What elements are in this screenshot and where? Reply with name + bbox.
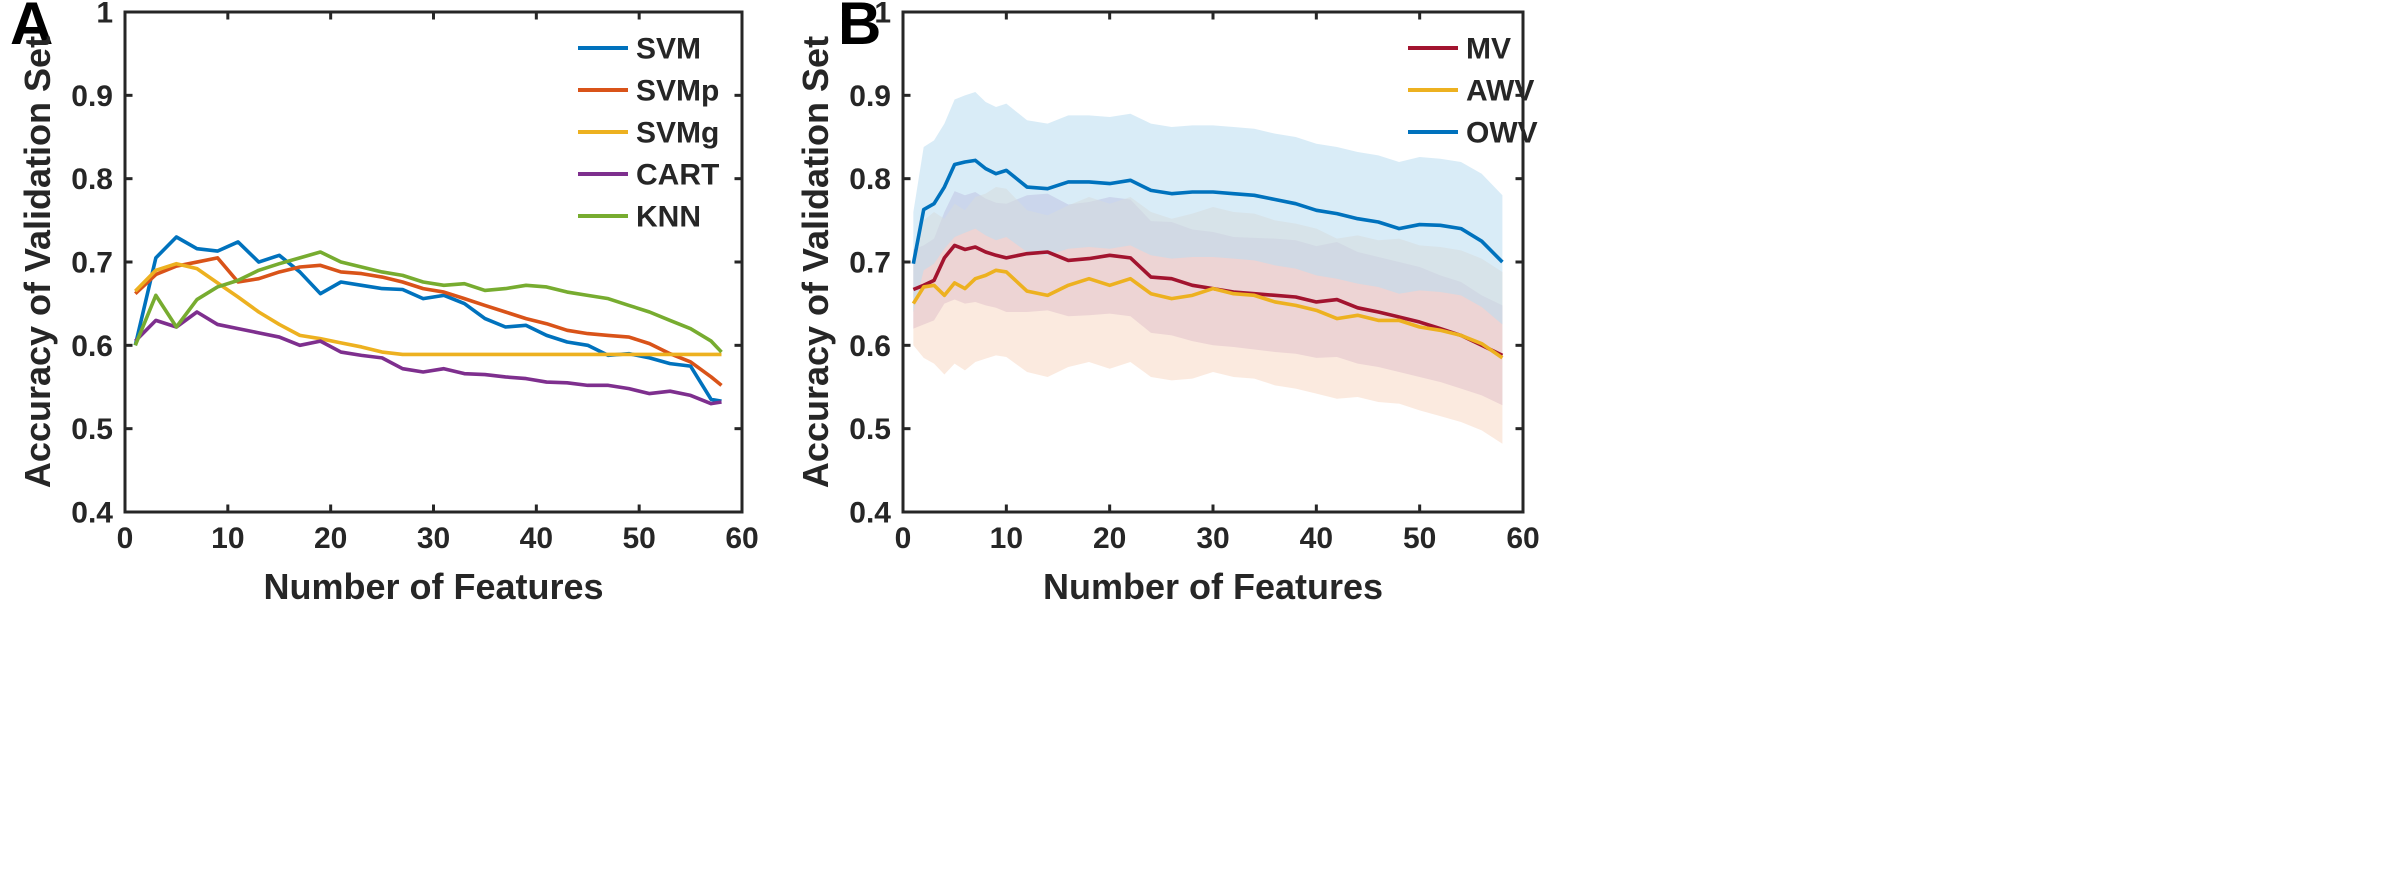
y-tick-label: 0.7: [849, 247, 891, 280]
legend-label-owv: OWV: [1466, 117, 1538, 150]
series-line-owv: [911, 158, 1504, 265]
plot-area: [911, 91, 1504, 444]
y-axis-label: Accuracy of Validation Set: [795, 36, 836, 488]
legend-label-svmp: SVMp: [636, 75, 719, 108]
y-tick-label: 0.6: [849, 330, 891, 363]
y-tick-label: 0.9: [849, 80, 891, 113]
legend-label-knn: KNN: [636, 201, 701, 234]
series-line-awv: [911, 268, 1504, 360]
x-tick-label: 60: [725, 522, 758, 555]
series-line-cart: [134, 310, 722, 406]
y-tick-label: 1: [96, 0, 113, 29]
legend-label-cart: CART: [636, 159, 719, 192]
panel-letter: A: [10, 0, 53, 57]
legend-label-svm: SVM: [636, 33, 701, 66]
x-tick-label: 10: [990, 522, 1023, 555]
y-tick-label: 0.5: [849, 413, 891, 446]
x-tick-label: 20: [314, 522, 347, 555]
y-tick-label: 0.7: [71, 247, 113, 280]
y-tick-label: 0.8: [849, 163, 891, 196]
series-line-knn: [133, 250, 723, 354]
plot-area: [133, 235, 723, 406]
x-tick-label: 50: [1403, 522, 1436, 555]
x-tick-label: 30: [417, 522, 450, 555]
x-tick-label: 40: [520, 522, 553, 555]
panel-b: B 0 10 20 30 40 50 60 0.4 0.5 0.6 0.7 0.8 0.9 1 Number …: [795, 0, 1540, 607]
series-line-svmg: [134, 261, 722, 357]
y-tick-label: 0.4: [71, 497, 113, 530]
x-tick-label: 0: [895, 522, 912, 555]
y-tick-label: 0.4: [849, 497, 891, 530]
legend-label-awv: AWV: [1466, 75, 1534, 108]
y-tick-label: 1: [874, 0, 891, 29]
x-tick-label: 40: [1300, 522, 1333, 555]
x-tick-label: 20: [1093, 522, 1126, 555]
x-tick-label: 30: [1196, 522, 1229, 555]
y-tick-label: 0.9: [71, 80, 113, 113]
legend-label-svmg: SVMg: [636, 117, 719, 150]
x-tick-label: 10: [211, 522, 244, 555]
x-axis-label: Number of Features: [263, 566, 603, 607]
x-tick-label: 50: [622, 522, 655, 555]
series-line-mv: [912, 243, 1504, 357]
x-axis-label: Number of Features: [1043, 566, 1383, 607]
y-tick-label: 0.6: [71, 330, 113, 363]
x-tick-label: 0: [117, 522, 134, 555]
panel-letter: B: [838, 0, 881, 57]
legend: MV AWV OWV: [1408, 33, 1538, 150]
legend-label-mv: MV: [1466, 33, 1511, 66]
x-tick-label: 60: [1506, 522, 1539, 555]
panel-a: A 0 10 20 30 40 50 60 0.4 0.5 0.6 0.7 0.8 0.9 1 Number …: [10, 0, 759, 607]
y-tick-label: 0.5: [71, 413, 113, 446]
figure-root: A0 10 20 30 40 50 600.40.50.60.70.80.91Number …: [10, 0, 1540, 607]
legend: SVM SVMp SVMg CART KNN: [578, 33, 719, 234]
y-axis-label: Accuracy of Validation Set: [17, 36, 58, 488]
series-line-svmp: [134, 256, 723, 387]
band-owv: [913, 91, 1503, 325]
y-tick-label: 0.8: [71, 163, 113, 196]
series-line-svm: [133, 235, 722, 403]
